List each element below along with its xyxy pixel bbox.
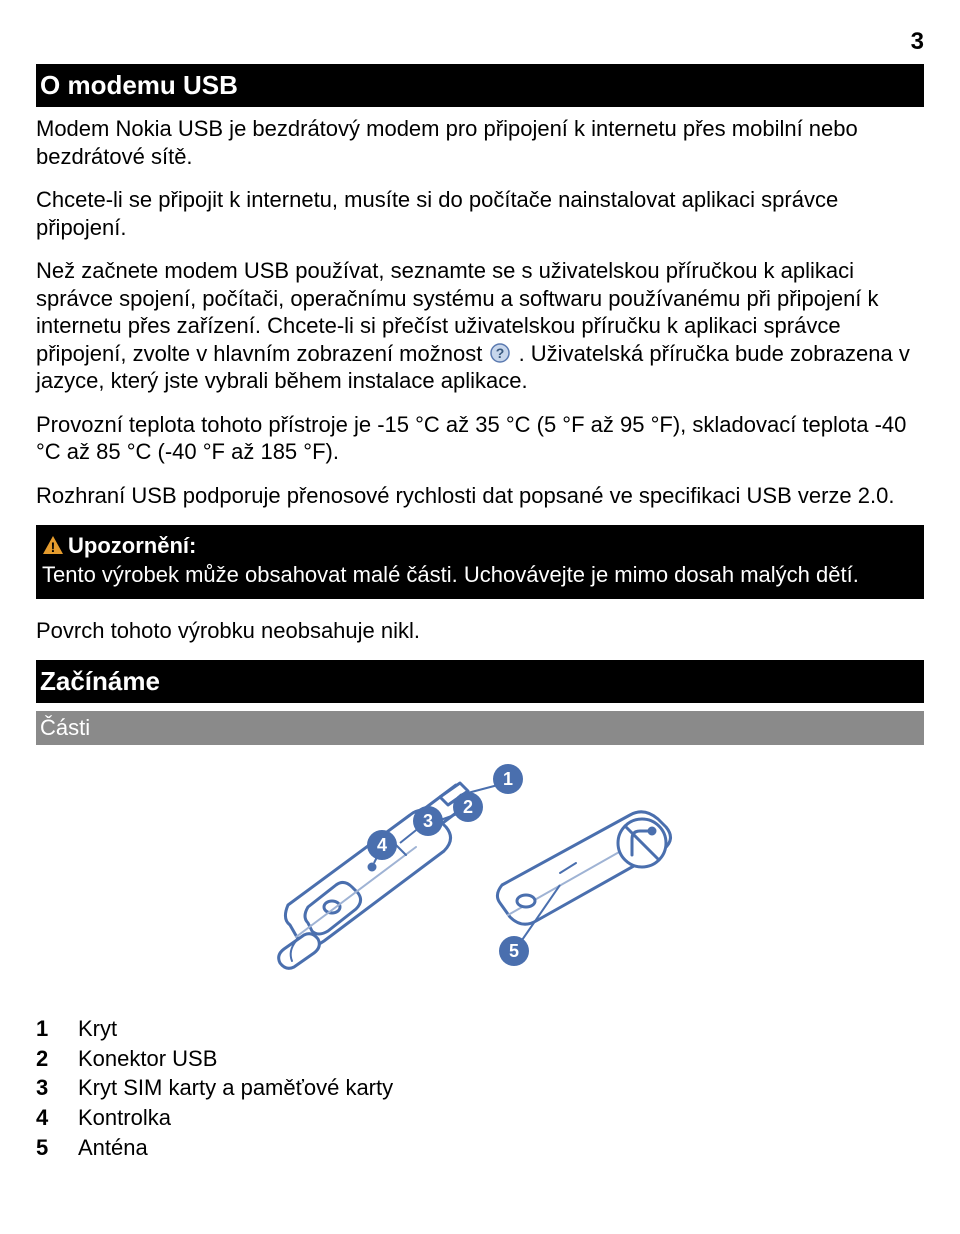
parts-list: 1 Kryt 2 Konektor USB 3 Kryt SIM karty a… bbox=[36, 1014, 924, 1162]
warning-icon: ! bbox=[42, 535, 64, 555]
svg-text:?: ? bbox=[496, 345, 505, 361]
warning-title-row: ! Upozornění: bbox=[42, 533, 918, 559]
section-getting-started-header: Začínáme bbox=[36, 660, 924, 703]
parts-num-5: 5 bbox=[36, 1133, 78, 1163]
warning-box: ! Upozornění: Tento výrobek může obsahov… bbox=[36, 525, 924, 599]
help-icon: ? bbox=[490, 342, 510, 362]
about-paragraph-2: Chcete-li se připojit k internetu, musít… bbox=[36, 186, 924, 241]
list-item: 3 Kryt SIM karty a paměťové karty bbox=[36, 1073, 924, 1103]
callout-5: 5 bbox=[509, 941, 519, 961]
parts-num-1: 1 bbox=[36, 1014, 78, 1044]
warning-title: Upozornění: bbox=[68, 533, 196, 558]
section-parts-subheader: Části bbox=[36, 711, 924, 745]
parts-label-2: Konektor USB bbox=[78, 1044, 217, 1074]
list-item: 4 Kontrolka bbox=[36, 1103, 924, 1133]
callout-3: 3 bbox=[423, 811, 433, 831]
parts-label-1: Kryt bbox=[78, 1014, 117, 1044]
about-paragraph-1: Modem Nokia USB je bezdrátový modem pro … bbox=[36, 115, 924, 170]
parts-num-2: 2 bbox=[36, 1044, 78, 1074]
list-item: 1 Kryt bbox=[36, 1014, 924, 1044]
parts-label-3: Kryt SIM karty a paměťové karty bbox=[78, 1073, 393, 1103]
parts-label-5: Anténa bbox=[78, 1133, 148, 1163]
svg-text:!: ! bbox=[51, 539, 56, 555]
about-paragraph-4: Provozní teplota tohoto přístroje je -15… bbox=[36, 411, 924, 466]
about-paragraph-3: Než začnete modem USB používat, seznamte… bbox=[36, 257, 924, 395]
section-about-header: O modemu USB bbox=[36, 64, 924, 107]
parts-num-3: 3 bbox=[36, 1073, 78, 1103]
callout-4: 4 bbox=[377, 835, 387, 855]
parts-label-4: Kontrolka bbox=[78, 1103, 171, 1133]
parts-num-4: 4 bbox=[36, 1103, 78, 1133]
about-paragraph-5: Rozhraní USB podporuje přenosové rychlos… bbox=[36, 482, 924, 510]
page-number: 3 bbox=[36, 28, 924, 56]
list-item: 5 Anténa bbox=[36, 1133, 924, 1163]
warning-text: Tento výrobek může obsahovat malé části.… bbox=[42, 561, 918, 589]
nickel-paragraph: Povrch tohoto výrobku neobsahuje nikl. bbox=[36, 617, 924, 645]
callout-1: 1 bbox=[503, 769, 513, 789]
callout-2: 2 bbox=[463, 797, 473, 817]
list-item: 2 Konektor USB bbox=[36, 1044, 924, 1074]
parts-diagram: 1 2 3 4 5 bbox=[36, 755, 924, 990]
